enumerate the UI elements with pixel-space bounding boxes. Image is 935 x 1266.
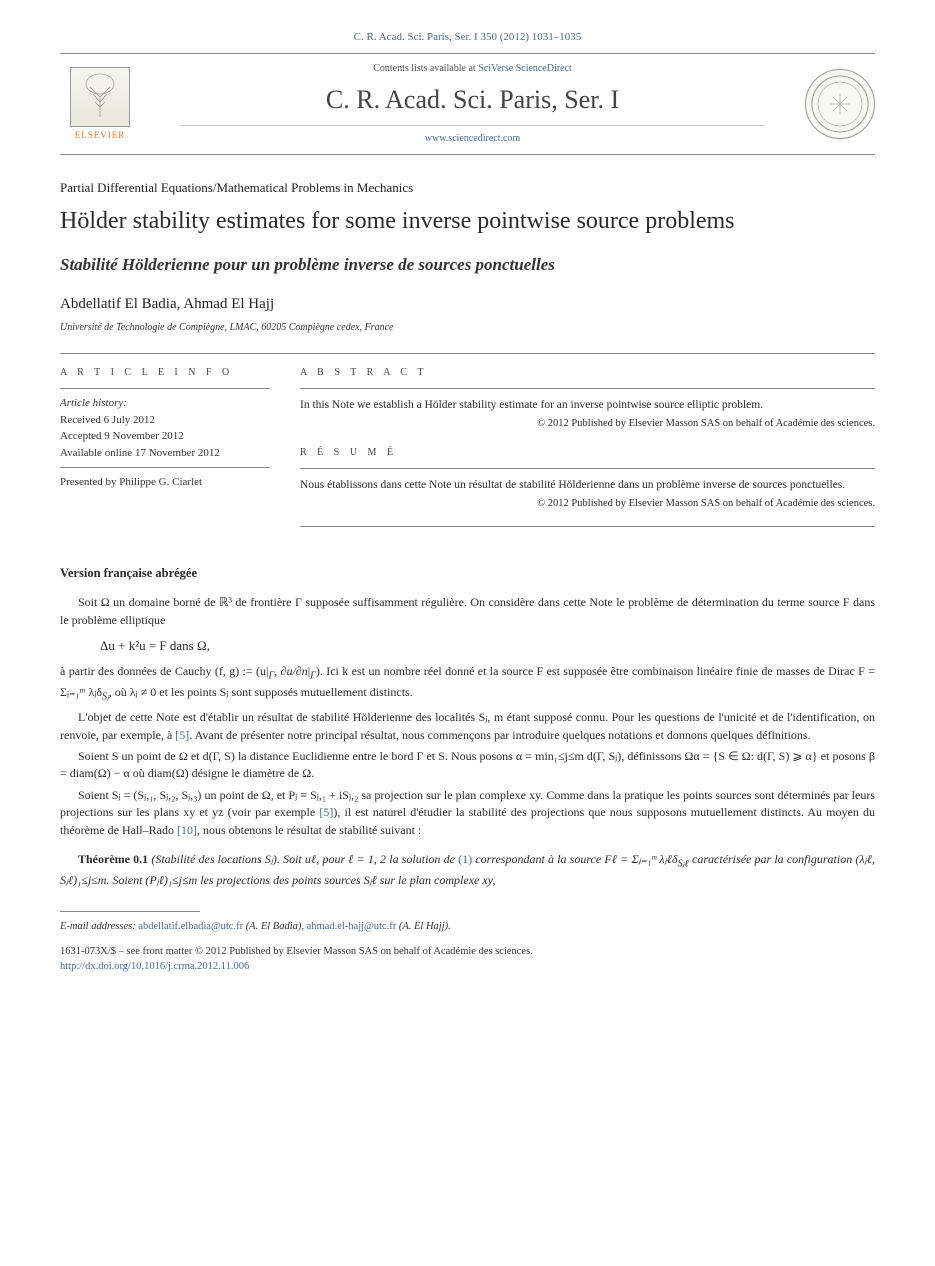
para-1: Soit Ω un domaine borné de ℝ³ de frontiè… — [60, 594, 875, 629]
thm-b: correspondant à la source Fℓ = Σⱼ₌₁ᵐ λⱼℓ… — [472, 852, 678, 866]
elsevier-tree-icon — [70, 67, 130, 127]
copyright-fr: © 2012 Published by Elsevier Masson SAS … — [300, 497, 875, 512]
ref-5-link[interactable]: [5] — [175, 728, 189, 742]
paper-page: C. R. Acad. Sci. Paris, Ser. I 350 (2012… — [0, 0, 935, 1014]
bottom-metadata: 1631-073X/$ – see front matter © 2012 Pu… — [60, 945, 875, 974]
title-english: Hölder stability estimates for some inve… — [60, 205, 875, 239]
elsevier-logo: ELSEVIER — [60, 67, 140, 142]
article-info-heading: A R T I C L E I N F O — [60, 366, 270, 380]
banner-center: Contents lists available at SciVerse Sci… — [140, 62, 805, 145]
email-label: E-mail addresses: — [60, 921, 138, 932]
para-2: à partir des données de Cauchy (f, g) :=… — [60, 663, 875, 705]
abstract-heading-en: A B S T R A C T — [300, 366, 875, 380]
theorem-label: Théorème 0.1 — [78, 852, 151, 866]
email-1-name: (A. El Badia), — [243, 921, 307, 932]
issn-line: 1631-073X/$ – see front matter © 2012 Pu… — [60, 945, 875, 960]
eq-1-ref[interactable]: (1) — [458, 852, 472, 866]
section-label: Partial Differential Equations/Mathemati… — [60, 179, 875, 197]
p3b: . Avant de présenter notre principal rés… — [189, 728, 810, 742]
p2a: à partir des données de Cauchy (f, g) :=… — [60, 664, 268, 678]
journal-name: C. R. Acad. Sci. Paris, Ser. I — [140, 82, 805, 118]
p5c: , nous obtenons le résultat de stabilité… — [197, 823, 421, 837]
email-2-link[interactable]: ahmad.el-hajj@utc.fr — [307, 921, 397, 932]
title-french: Stabilité Hölderienne pour un problème i… — [60, 253, 875, 277]
section-heading-fr: Version française abrégée — [60, 565, 875, 583]
email-1-link[interactable]: abdellatif.elbadia@utc.fr — [138, 921, 243, 932]
equation-1: Δu + k²u = F dans Ω, — [100, 637, 875, 655]
thm-a: Soit uℓ, pour ℓ = 1, 2 la solution de — [283, 852, 458, 866]
authors: Abdellatif El Badia, Ahmad El Hajj — [60, 294, 875, 315]
affiliation: Université de Technologie de Compiègne, … — [60, 321, 875, 335]
abstract-heading-fr: R É S U M É — [300, 446, 875, 460]
article-info-column: A R T I C L E I N F O Article history: R… — [60, 366, 270, 535]
footnote-separator — [60, 911, 200, 912]
citation-header: C. R. Acad. Sci. Paris, Ser. I 350 (2012… — [60, 30, 875, 45]
ref-10-link[interactable]: [10] — [177, 823, 197, 837]
abstract-text-fr: Nous établissons dans cette Note un résu… — [300, 477, 875, 493]
p2c: , où λⱼ ≠ 0 et les points Sⱼ sont suppos… — [109, 685, 413, 699]
doi-link[interactable]: http://dx.doi.org/10.1016/j.crma.2012.11… — [60, 961, 249, 972]
theorem-title: (Stabilité des locations Sⱼ). — [151, 852, 283, 866]
abstract-text-en: In this Note we establish a Hölder stabi… — [300, 397, 875, 413]
para-3: L'objet de cette Note est d'établir un r… — [60, 709, 875, 744]
presented-by: Presented by Philippe G. Ciarlet — [60, 474, 270, 491]
para-5: Soient Sⱼ = (Sⱼ,₁, Sⱼ,₂, Sⱼ,₃) un point … — [60, 787, 875, 839]
contents-line: Contents lists available at SciVerse Sci… — [140, 62, 805, 76]
copyright-en: © 2012 Published by Elsevier Masson SAS … — [300, 417, 875, 432]
academie-logo — [805, 69, 875, 139]
email-footnote: E-mail addresses: abdellatif.elbadia@utc… — [60, 920, 875, 935]
journal-url-link[interactable]: www.sciencedirect.com — [425, 133, 520, 144]
theorem-0-1: Théorème 0.1 (Stabilité des locations Sⱼ… — [60, 851, 875, 889]
online-date: Available online 17 November 2012 — [60, 445, 270, 462]
received-date: Received 6 July 2012 — [60, 412, 270, 429]
ref-5-link-b[interactable]: [5] — [319, 805, 333, 819]
para-4: Soient S un point de Ω et d(Γ, S) la dis… — [60, 748, 875, 783]
contents-prefix: Contents lists available at — [373, 63, 478, 74]
info-abstract-row: A R T I C L E I N F O Article history: R… — [60, 353, 875, 535]
journal-banner: ELSEVIER Contents lists available at Sci… — [60, 53, 875, 154]
email-2-name: (A. El Hajj). — [396, 921, 451, 932]
accepted-date: Accepted 9 November 2012 — [60, 428, 270, 445]
sciencedirect-link[interactable]: SciVerse ScienceDirect — [478, 63, 572, 74]
history-label: Article history: — [60, 395, 270, 412]
elsevier-wordmark: ELSEVIER — [75, 129, 126, 142]
abstract-column: A B S T R A C T In this Note we establis… — [300, 366, 875, 535]
